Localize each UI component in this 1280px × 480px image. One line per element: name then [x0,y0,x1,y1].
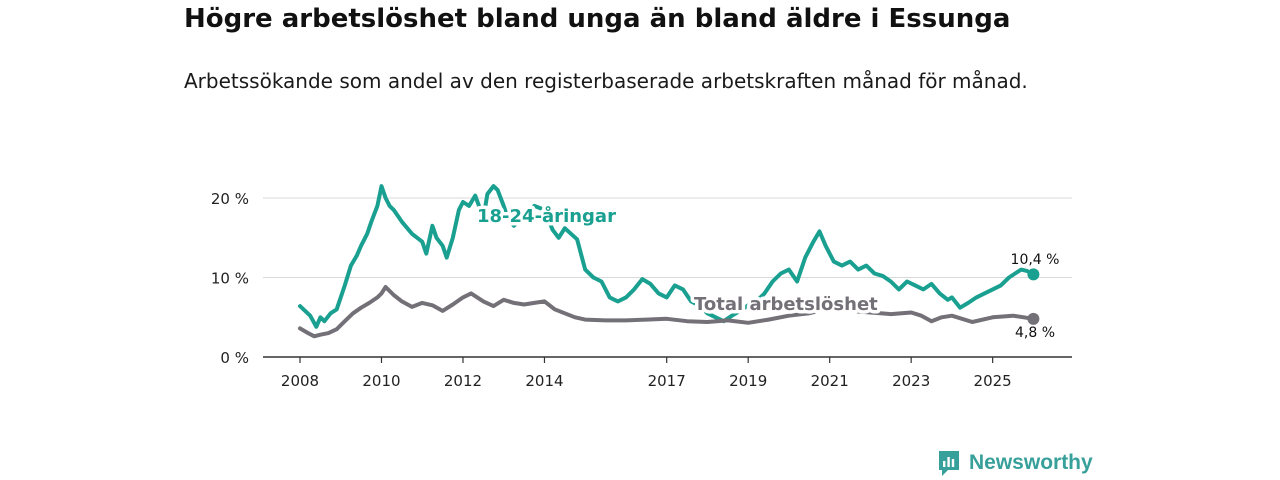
series-label-total: Total arbetslöshet [694,294,878,315]
newsworthy-logo-icon [939,451,959,476]
x-tick-label: 2017 [648,372,686,390]
series-label-youth-halo: 18-24-åringar [477,205,616,227]
newsworthy-logo: Newsworthy [937,449,1093,477]
y-tick-label: 20 % [211,190,249,208]
chart-subtitle: Arbetssökande som andel av den registerb… [184,69,1028,93]
x-tick-label: 2023 [892,372,930,390]
x-tick-label: 2010 [362,372,400,390]
end-label-total: 4,8 % [1015,325,1055,341]
y-tick-label: 10 % [211,270,249,288]
series-endpoint-1 [1027,312,1040,325]
series-label-total-halo: Total arbetslöshet [694,294,878,315]
x-tick-label: 2014 [525,372,563,390]
series-label-youth: 18-24-åringar [477,205,616,227]
x-tick-label: 2019 [729,372,767,390]
y-axis-ticks: 0 % 10 % 20 % [211,190,249,367]
brand-name: Newsworthy [969,451,1093,474]
end-label-youth: 10,4 % [1011,252,1060,268]
x-tick-label: 2021 [811,372,849,390]
y-tick-label: 0 % [220,349,249,367]
series-lines [298,184,1040,339]
series-endpoint-0 [1027,268,1040,281]
x-tick-label: 2008 [281,372,319,390]
series-line-0 [298,184,1036,329]
x-axis-ticks: 2008 2010 2012 2014 2017 2019 2021 2023 2025 [281,357,1012,390]
x-tick-label: 2025 [974,372,1012,390]
x-tick-label: 2012 [444,372,482,390]
series-line-1 [298,285,1036,339]
line-chart: 0 % 10 % 20 % 2008 2010 2012 2014 2017 2019 2021… [211,184,1072,390]
chart-title: Högre arbetslöshet bland unga än bland ä… [184,4,1011,34]
gridlines [263,197,1072,278]
